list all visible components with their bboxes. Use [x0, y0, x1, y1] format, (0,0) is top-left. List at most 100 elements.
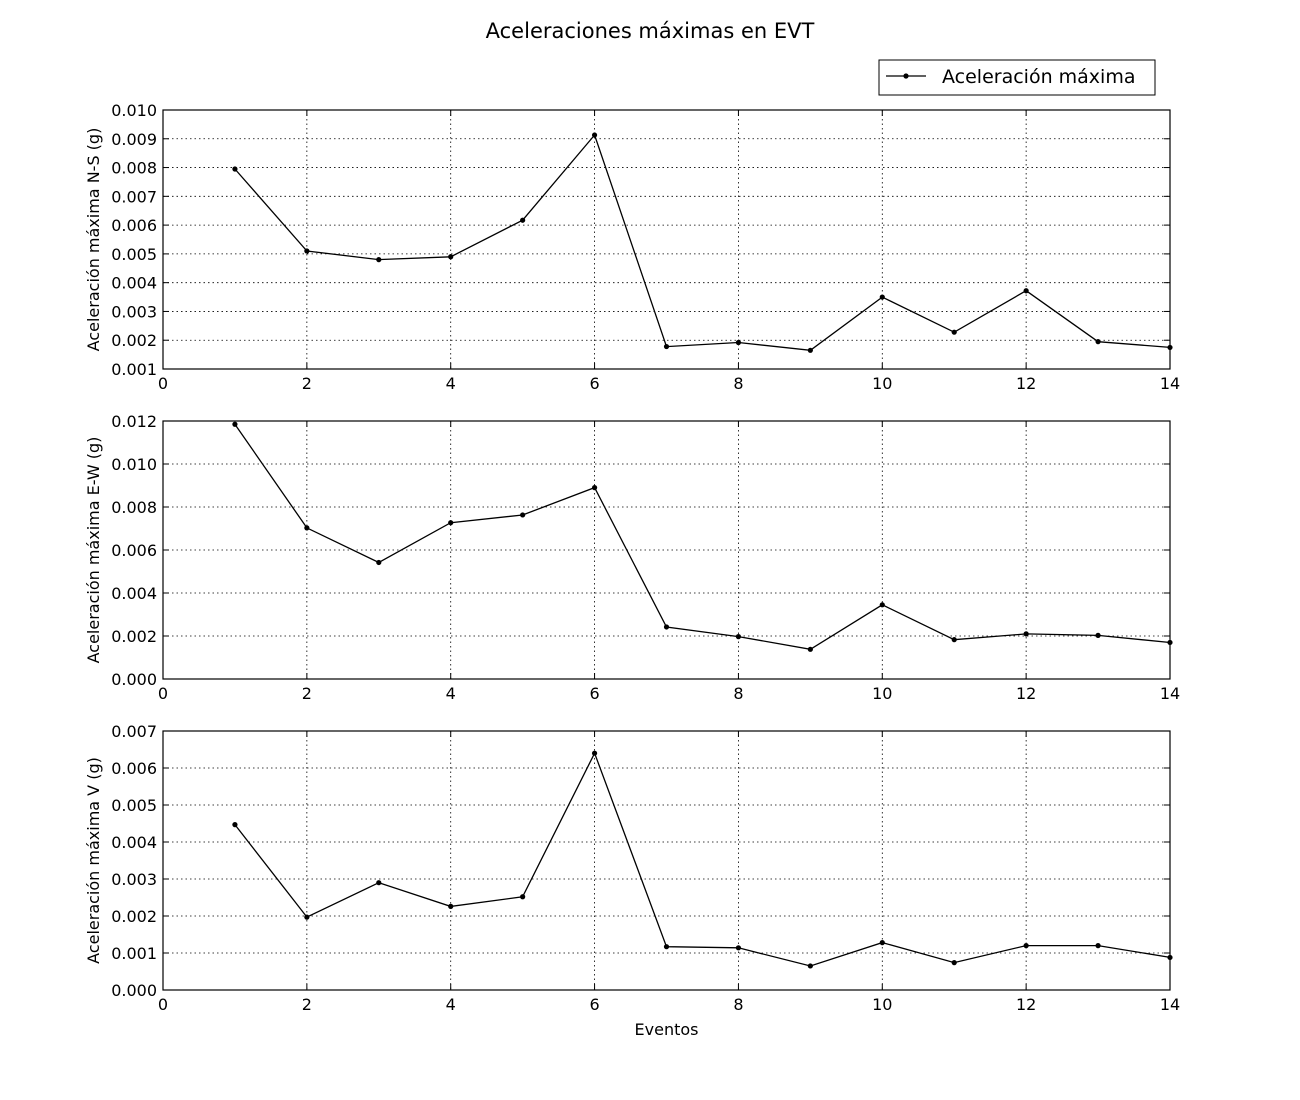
data-point	[304, 525, 310, 531]
y-tick-label: 0.012	[111, 412, 157, 431]
x-tick-label: 4	[446, 374, 456, 393]
x-tick-label: 14	[1160, 995, 1180, 1014]
y-tick-label: 0.010	[111, 455, 157, 474]
x-tick-label: 2	[302, 684, 312, 703]
data-point	[591, 485, 598, 491]
x-tick-label: 12	[1016, 684, 1036, 703]
y-tick-label: 0.004	[111, 274, 157, 293]
data-point	[951, 329, 957, 335]
y-tick-label: 0.001	[111, 944, 157, 963]
x-tick-label: 8	[733, 684, 743, 703]
data-point	[232, 822, 238, 828]
y-tick-label: 0.006	[111, 216, 157, 235]
series-line	[234, 423, 1171, 650]
plot-frame	[162, 109, 1171, 370]
y-tick-label: 0.006	[111, 541, 157, 560]
plot-frame	[162, 730, 1171, 991]
data-point	[304, 914, 310, 920]
data-point	[735, 634, 742, 640]
x-tick-label: 12	[1016, 374, 1036, 393]
x-tick-label: 6	[589, 684, 599, 703]
data-point	[879, 940, 885, 946]
x-tick-label: 0	[158, 995, 168, 1014]
data-point	[663, 343, 670, 350]
data-point	[448, 903, 454, 909]
legend: Aceleración máxima	[878, 59, 1156, 96]
x-axis-title: Eventos	[635, 1020, 699, 1039]
data-point	[1023, 288, 1029, 294]
y-tick-label: 0.002	[111, 907, 157, 926]
data-point	[807, 646, 813, 652]
data-point	[591, 750, 598, 756]
data-point	[735, 945, 742, 951]
x-tick-label: 6	[589, 374, 599, 393]
x-tick-label: 10	[872, 684, 892, 703]
data-point	[232, 421, 238, 427]
series-line	[234, 133, 1171, 351]
data-point	[376, 559, 382, 566]
y-tick-label: 0.001	[111, 360, 157, 379]
data-point	[1023, 631, 1029, 637]
data-point	[663, 944, 670, 950]
y-tick-label: 0.000	[111, 670, 157, 689]
data-point	[1167, 954, 1173, 961]
data-point	[951, 960, 957, 966]
x-tick-label: 2	[302, 374, 312, 393]
x-tick-label: 12	[1016, 995, 1036, 1014]
y-tick-label: 0.009	[111, 130, 157, 149]
data-point	[879, 294, 885, 300]
legend-marker-sample	[903, 73, 909, 79]
y-tick-label: 0.002	[111, 627, 157, 646]
data-point	[520, 894, 526, 900]
y-tick-label: 0.008	[111, 498, 157, 517]
x-tick-label: 14	[1160, 374, 1180, 393]
data-point	[448, 520, 454, 526]
legend-label: Aceleración máxima	[942, 66, 1135, 88]
x-tick-label: 10	[872, 374, 892, 393]
x-tick-label: 0	[158, 684, 168, 703]
x-tick-label: 8	[733, 995, 743, 1014]
data-point	[807, 963, 813, 969]
y-tick-label: 0.004	[111, 584, 157, 603]
data-point	[1095, 339, 1101, 345]
data-point	[1023, 943, 1029, 949]
y-axis-title: Aceleración máxima N-S (g)	[84, 128, 103, 352]
y-tick-label: 0.002	[111, 331, 157, 350]
x-tick-label: 4	[446, 684, 456, 703]
y-tick-label: 0.000	[111, 981, 157, 1000]
y-axis-title: Aceleración máxima V (g)	[84, 757, 103, 964]
y-tick-label: 0.003	[111, 302, 157, 321]
y-tick-label: 0.005	[111, 796, 157, 815]
data-point	[807, 347, 813, 353]
y-tick-label: 0.008	[111, 159, 157, 178]
data-point	[1095, 943, 1101, 949]
x-tick-label: 8	[733, 374, 743, 393]
x-tick-label: 14	[1160, 684, 1180, 703]
x-tick-label: 10	[872, 995, 892, 1014]
y-tick-label: 0.005	[111, 245, 157, 264]
panel-2: 0 2 4 6 8 10 12 14 0.000 0.002 0.004 0.006 0.008 0.01…	[84, 412, 1180, 703]
series-line	[234, 751, 1171, 967]
data-point	[951, 637, 957, 643]
data-point	[735, 339, 742, 346]
data-point	[448, 254, 454, 260]
x-tick-label: 6	[589, 995, 599, 1014]
data-point	[376, 257, 382, 263]
data-point	[1167, 344, 1173, 351]
panels: 0 2 4 6 8 10 12 14 0.001 0.002 0.003 0.004 0.005 0.00…	[84, 101, 1180, 1039]
data-point	[879, 602, 885, 608]
y-axis-title: Aceleración máxima E-W (g)	[84, 437, 103, 664]
data-point	[232, 166, 238, 172]
x-tick-label: 2	[302, 995, 312, 1014]
data-point	[663, 624, 670, 630]
y-tick-label: 0.004	[111, 833, 157, 852]
y-tick-label: 0.006	[111, 759, 157, 778]
panel-3: 0 2 4 6 8 10 12 14 0.000 0.001 0.002 0.003 0.004 0.00…	[84, 722, 1180, 1039]
legend-box	[878, 59, 1156, 96]
figure-title: Aceleraciones máximas en EVT	[486, 19, 815, 43]
x-tick-label: 4	[446, 995, 456, 1014]
panel-1: 0 2 4 6 8 10 12 14 0.001 0.002 0.003 0.004 0.005 0.00…	[84, 101, 1180, 393]
data-point	[591, 132, 598, 138]
data-point	[304, 248, 310, 254]
